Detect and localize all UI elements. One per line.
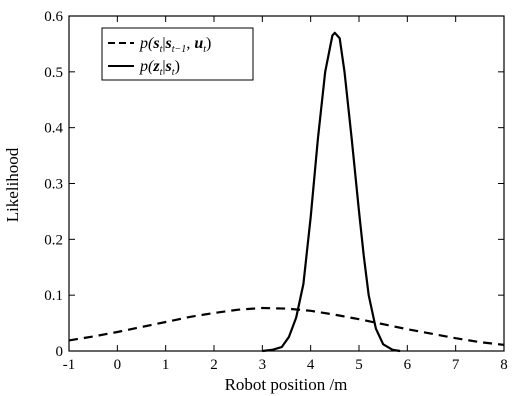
axis-ticks: -1 0 1 2 3 4 5 6 7 800.10.20.30.40.50.6 [44,9,508,373]
x-tick-label: 5 [355,357,363,373]
series-line-1 [262,31,401,353]
legend-prior-sub3: t [203,44,206,55]
y-axis-title: Likelihood [3,147,22,222]
x-tick-label: 1 [162,357,170,373]
legend-meas-close: ) [175,58,180,75]
y-tick-label: 0.2 [44,232,63,248]
legend-prior-close: ) [206,35,211,52]
legend-prior-p: p( [139,35,155,52]
y-tick-label: 0.6 [44,9,63,25]
legend-prior-bar: | [162,35,165,52]
legend-label-measurement: p(zt|st) [139,58,180,78]
legend-prior-comma: , [186,35,194,52]
legend-prior-sub1: t [160,44,163,55]
y-tick-label: 0 [56,344,64,360]
y-tick-label: 0.5 [44,65,63,81]
legend-prior-s2: s [165,35,172,52]
x-tick-label: 3 [259,357,267,373]
y-tick-label: 0.1 [44,288,63,304]
x-tick-label: 2 [210,357,218,373]
series-lines [68,31,505,353]
legend-meas-bar: | [162,58,165,75]
legend-meas-s: s [165,58,172,75]
y-tick-label: 0.4 [44,121,63,137]
y-tick-label: 0.3 [44,177,63,193]
x-tick-label: 4 [307,357,315,373]
x-tick-label: 6 [404,357,412,373]
legend-box [101,27,254,81]
legend-label-prior: p(st|st−1, ut) [139,35,211,55]
legend-prior-u: u [194,35,203,52]
x-tick-label: 7 [452,357,460,373]
x-tick-label: 0 [114,357,122,373]
legend-meas-sub1: t [160,67,163,78]
legend-prior-s1: s [152,35,159,52]
legend-meas-z: z [152,58,160,75]
series-line-0 [68,306,505,346]
legend-meas-p: p( [139,58,155,75]
legend-prior-sub2: t−1 [172,44,187,55]
x-tick-label: -1 [63,357,76,373]
x-tick-label: 8 [500,357,508,373]
legend: p(st|st−1, ut) p(zt|st) [101,27,254,81]
x-axis-title: Robot position /m [225,375,348,394]
legend-meas-sub2: t [172,67,175,78]
